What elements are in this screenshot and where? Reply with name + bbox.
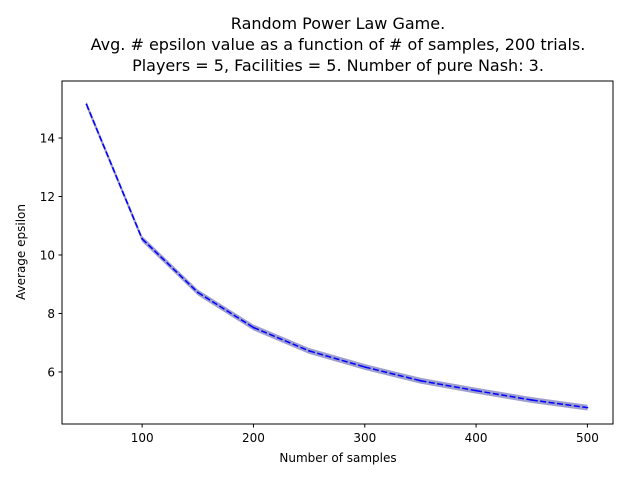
series-0-data-point (586, 406, 589, 409)
y-tick-label: 8 (47, 307, 55, 321)
series-0-data-point (419, 379, 422, 382)
series-0-line-segment (197, 291, 254, 329)
series-0-line-segment (85, 104, 143, 240)
y-tick-label: 6 (47, 365, 55, 379)
x-tick-label: 400 (465, 431, 488, 445)
series-0-data-point (530, 399, 533, 401)
y-tick-label: 14 (40, 131, 55, 145)
series-0-line-segment (253, 326, 310, 352)
series-0-data-point (308, 350, 311, 352)
y-axis-label: Average epsilon (14, 204, 28, 300)
x-tick-label: 500 (576, 431, 599, 445)
series-0-data-point (363, 366, 366, 368)
series-0-line-segment (475, 389, 532, 401)
series-0-data-point (141, 238, 144, 240)
axes-frame (61, 80, 614, 425)
y-tick-label: 12 (40, 190, 55, 204)
series-0-line-segment (308, 350, 365, 368)
series-0-data-point (475, 389, 477, 392)
plot-area (85, 101, 589, 411)
x-axis-label: Number of samples (279, 451, 396, 465)
series-0-data-point (252, 326, 255, 329)
chart-title-line-1: Random Power Law Game. (231, 14, 445, 33)
series-0-data-point (85, 103, 88, 106)
chart-title-line-3: Players = 5, Facilities = 5. Number of p… (132, 56, 544, 75)
x-tick-label: 100 (131, 431, 154, 445)
series-0-line-segment (420, 379, 477, 392)
series-0-line-segment (531, 399, 588, 409)
x-tick-label: 300 (353, 431, 376, 445)
y-tick-label: 10 (40, 248, 55, 262)
x-tick-label: 200 (242, 431, 265, 445)
axis-ticks: 100 200 300 400 500 6 8 10 12 14 (40, 131, 599, 445)
chart-title: Random Power Law Game. Avg. # epsilon va… (91, 14, 586, 75)
series-0-line-segment (364, 366, 421, 382)
series-0-data-point (196, 291, 199, 294)
series-0-line-segment (141, 238, 199, 293)
chart-title-line-2: Avg. # epsilon value as a function of # … (91, 35, 586, 54)
